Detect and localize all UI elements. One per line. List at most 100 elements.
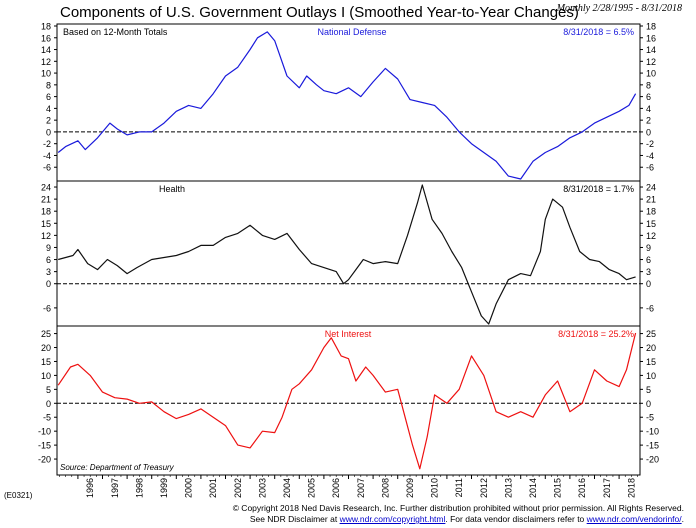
y-tick-label-left: 8 (46, 80, 51, 90)
y-tick-label-right: -15 (646, 441, 659, 451)
y-tick-label-right: -20 (646, 455, 659, 465)
x-tick-label: 2012 (479, 478, 489, 498)
x-tick-label: 2008 (380, 478, 390, 498)
panel-frame-3 (56, 325, 641, 476)
y-tick-label-right: 25 (646, 329, 656, 339)
y-tick-label-left: 24 (41, 183, 51, 193)
y-tick-label-right: 21 (646, 195, 656, 205)
y-tick-label-left: -5 (43, 413, 51, 423)
y-tick-label-left: 0 (46, 399, 51, 409)
y-tick-label-right: 10 (646, 371, 656, 381)
y-tick-label-left: 21 (41, 195, 51, 205)
y-tick-label-right: -5 (646, 413, 654, 423)
y-tick-label-left: -20 (38, 455, 51, 465)
disclaimer-suffix: . (681, 514, 684, 524)
y-tick-label-left: 5 (46, 385, 51, 395)
series-line-3 (57, 332, 637, 470)
y-tick-label-right: -10 (646, 427, 659, 437)
source-note: Source: Department of Treasury (60, 463, 175, 472)
x-tick-label: 2018 (626, 478, 636, 498)
y-tick-label-right: 18 (646, 207, 656, 217)
latest-value-label: 8/31/2018 = 6.5% (563, 27, 634, 37)
vendorinfo-link[interactable]: www.ndr.com/vendorinfo/ (586, 514, 682, 524)
y-tick-label-left: -6 (43, 303, 51, 313)
y-tick-label-left: 12 (41, 231, 51, 241)
y-tick-label-left: 12 (41, 57, 51, 67)
y-tick-label-left: 0 (46, 279, 51, 289)
x-tick-label: 2015 (553, 478, 563, 498)
y-tick-label-left: 4 (46, 104, 51, 114)
y-tick-label-right: 8 (646, 80, 651, 90)
y-tick-label-right: 5 (646, 385, 651, 395)
y-tick-label-left: -15 (38, 441, 51, 451)
panel-note: Based on 12-Month Totals (63, 27, 168, 37)
y-tick-label-left: 14 (41, 45, 51, 55)
copyright-link[interactable]: www.ndr.com/copyright.html (339, 514, 446, 524)
y-tick-label-left: -10 (38, 427, 51, 437)
panel-title: Health (159, 184, 185, 194)
x-tick-label: 2009 (405, 478, 415, 498)
y-tick-label-right: 15 (646, 219, 656, 229)
y-tick-label-right: 14 (646, 45, 656, 55)
y-tick-label-left: 2 (46, 116, 51, 126)
x-tick-label: 2017 (602, 478, 612, 498)
disclaimer-line: See NDR Disclaimer at www.ndr.com/copyri… (250, 514, 684, 524)
x-tick-label: 2006 (331, 478, 341, 498)
y-tick-label-left: 6 (46, 255, 51, 265)
panel-frame-2 (56, 180, 641, 327)
y-tick-label-right: 2 (646, 116, 651, 126)
y-tick-label-left: 18 (41, 207, 51, 217)
y-tick-label-left: 18 (41, 22, 51, 32)
y-tick-label-left: 20 (41, 343, 51, 353)
x-tick-label: 2005 (307, 478, 317, 498)
x-tick-label: 2016 (577, 478, 587, 498)
y-tick-label-left: -6 (43, 163, 51, 173)
chart-title: Components of U.S. Government Outlays I … (60, 4, 579, 21)
x-tick-label: 2010 (430, 478, 440, 498)
y-tick-label-left: 9 (46, 243, 51, 253)
series-line-1 (57, 31, 637, 180)
x-tick-label: 2003 (257, 478, 267, 498)
y-tick-label-left: -2 (43, 139, 51, 149)
x-tick-label: 2002 (233, 478, 243, 498)
y-tick-label-left: 15 (41, 219, 51, 229)
x-tick-label: 1996 (85, 478, 95, 498)
y-tick-label-left: 25 (41, 329, 51, 339)
panel-title: National Defense (317, 27, 386, 37)
y-tick-label-left: 10 (41, 371, 51, 381)
y-tick-label-right: 6 (646, 255, 651, 265)
x-tick-label: 1999 (159, 478, 169, 498)
y-tick-label-right: 9 (646, 243, 651, 253)
panel-title: Net Interest (325, 329, 372, 339)
y-tick-label-right: 0 (646, 279, 651, 289)
y-tick-label-right: -6 (646, 303, 654, 313)
y-tick-label-right: 20 (646, 343, 656, 353)
x-tick-label: 2014 (528, 478, 538, 498)
y-tick-label-right: 6 (646, 92, 651, 102)
chart-code: (E0321) (4, 491, 33, 500)
y-tick-label-right: 18 (646, 22, 656, 32)
y-tick-label-right: 15 (646, 357, 656, 367)
y-tick-label-right: 0 (646, 127, 651, 137)
y-tick-label-right: -2 (646, 139, 654, 149)
latest-value-label: 8/31/2018 = 1.7% (563, 184, 634, 194)
y-tick-label-right: 16 (646, 33, 656, 43)
y-tick-label-right: 10 (646, 69, 656, 79)
x-tick-label: 1997 (110, 478, 120, 498)
x-tick-label: 2001 (208, 478, 218, 498)
y-tick-label-left: 3 (46, 267, 51, 277)
disclaimer-middle: . For data vendor disclaimers refer to (445, 514, 587, 524)
y-tick-label-right: -6 (646, 163, 654, 173)
y-tick-label-left: 6 (46, 92, 51, 102)
y-tick-label-left: 0 (46, 127, 51, 137)
copyright-line: © Copyright 2018 Ned Davis Research, Inc… (232, 503, 684, 513)
y-tick-label-right: -4 (646, 151, 654, 161)
y-tick-label-right: 3 (646, 267, 651, 277)
x-tick-label: 2013 (503, 478, 513, 498)
series-line-2 (58, 184, 636, 325)
disclaimer-prefix: See NDR Disclaimer at (249, 514, 340, 524)
x-tick-label: 2004 (282, 478, 292, 498)
y-tick-label-left: 16 (41, 33, 51, 43)
